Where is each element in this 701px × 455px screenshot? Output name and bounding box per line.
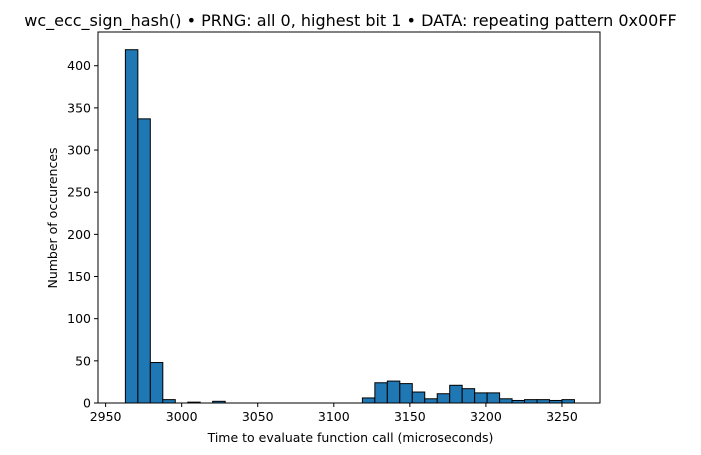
x-tick-label: 3100 <box>318 409 350 424</box>
x-tick-label: 2950 <box>90 409 122 424</box>
histogram-bar <box>399 383 413 404</box>
axes-frame <box>97 31 601 404</box>
histogram-bar <box>499 398 513 404</box>
y-tick-label: 0 <box>83 396 91 411</box>
y-axis-label: Number of occurences <box>45 147 60 288</box>
y-tick-label: 400 <box>67 58 91 73</box>
histogram-bar <box>361 397 376 404</box>
x-axis-label: Time to evaluate function call (microsec… <box>207 430 494 445</box>
histogram-bar <box>386 380 401 404</box>
y-tick-label: 250 <box>67 185 91 200</box>
histogram-bar <box>374 382 388 404</box>
histogram-bar <box>411 391 426 404</box>
histogram-bar <box>524 399 538 404</box>
histogram-bar <box>124 49 139 404</box>
histogram-bar <box>424 398 438 404</box>
plot-area: 2950 3000 3050 3100 3150 3200 3250 0 50 100 150 200… <box>67 31 601 424</box>
histogram-bar <box>536 399 550 404</box>
histogram-bar <box>162 399 176 404</box>
histogram-bar <box>486 392 501 404</box>
histogram-bar <box>461 388 476 404</box>
chart-title: wc_ecc_sign_hash() • PRNG: all 0, highes… <box>24 11 677 31</box>
histogram-bar <box>436 393 451 404</box>
x-tick-label: 3200 <box>470 409 502 424</box>
histogram-bar <box>449 384 463 404</box>
x-tick-label: 3150 <box>394 409 426 424</box>
y-tick-label: 50 <box>75 353 91 368</box>
y-tick-label: 200 <box>67 227 91 242</box>
x-tick-label: 3250 <box>546 409 578 424</box>
y-tick-label: 300 <box>67 143 91 158</box>
x-tick-label: 3050 <box>242 409 274 424</box>
histogram-bar <box>137 118 151 404</box>
x-tick-label: 3000 <box>166 409 198 424</box>
histogram-bar <box>474 392 488 404</box>
histogram-bar <box>561 399 575 404</box>
histogram-bar <box>149 362 164 404</box>
y-tick-label: 100 <box>67 311 91 326</box>
y-tick-label: 150 <box>67 269 91 284</box>
y-tick-label: 350 <box>67 100 91 115</box>
